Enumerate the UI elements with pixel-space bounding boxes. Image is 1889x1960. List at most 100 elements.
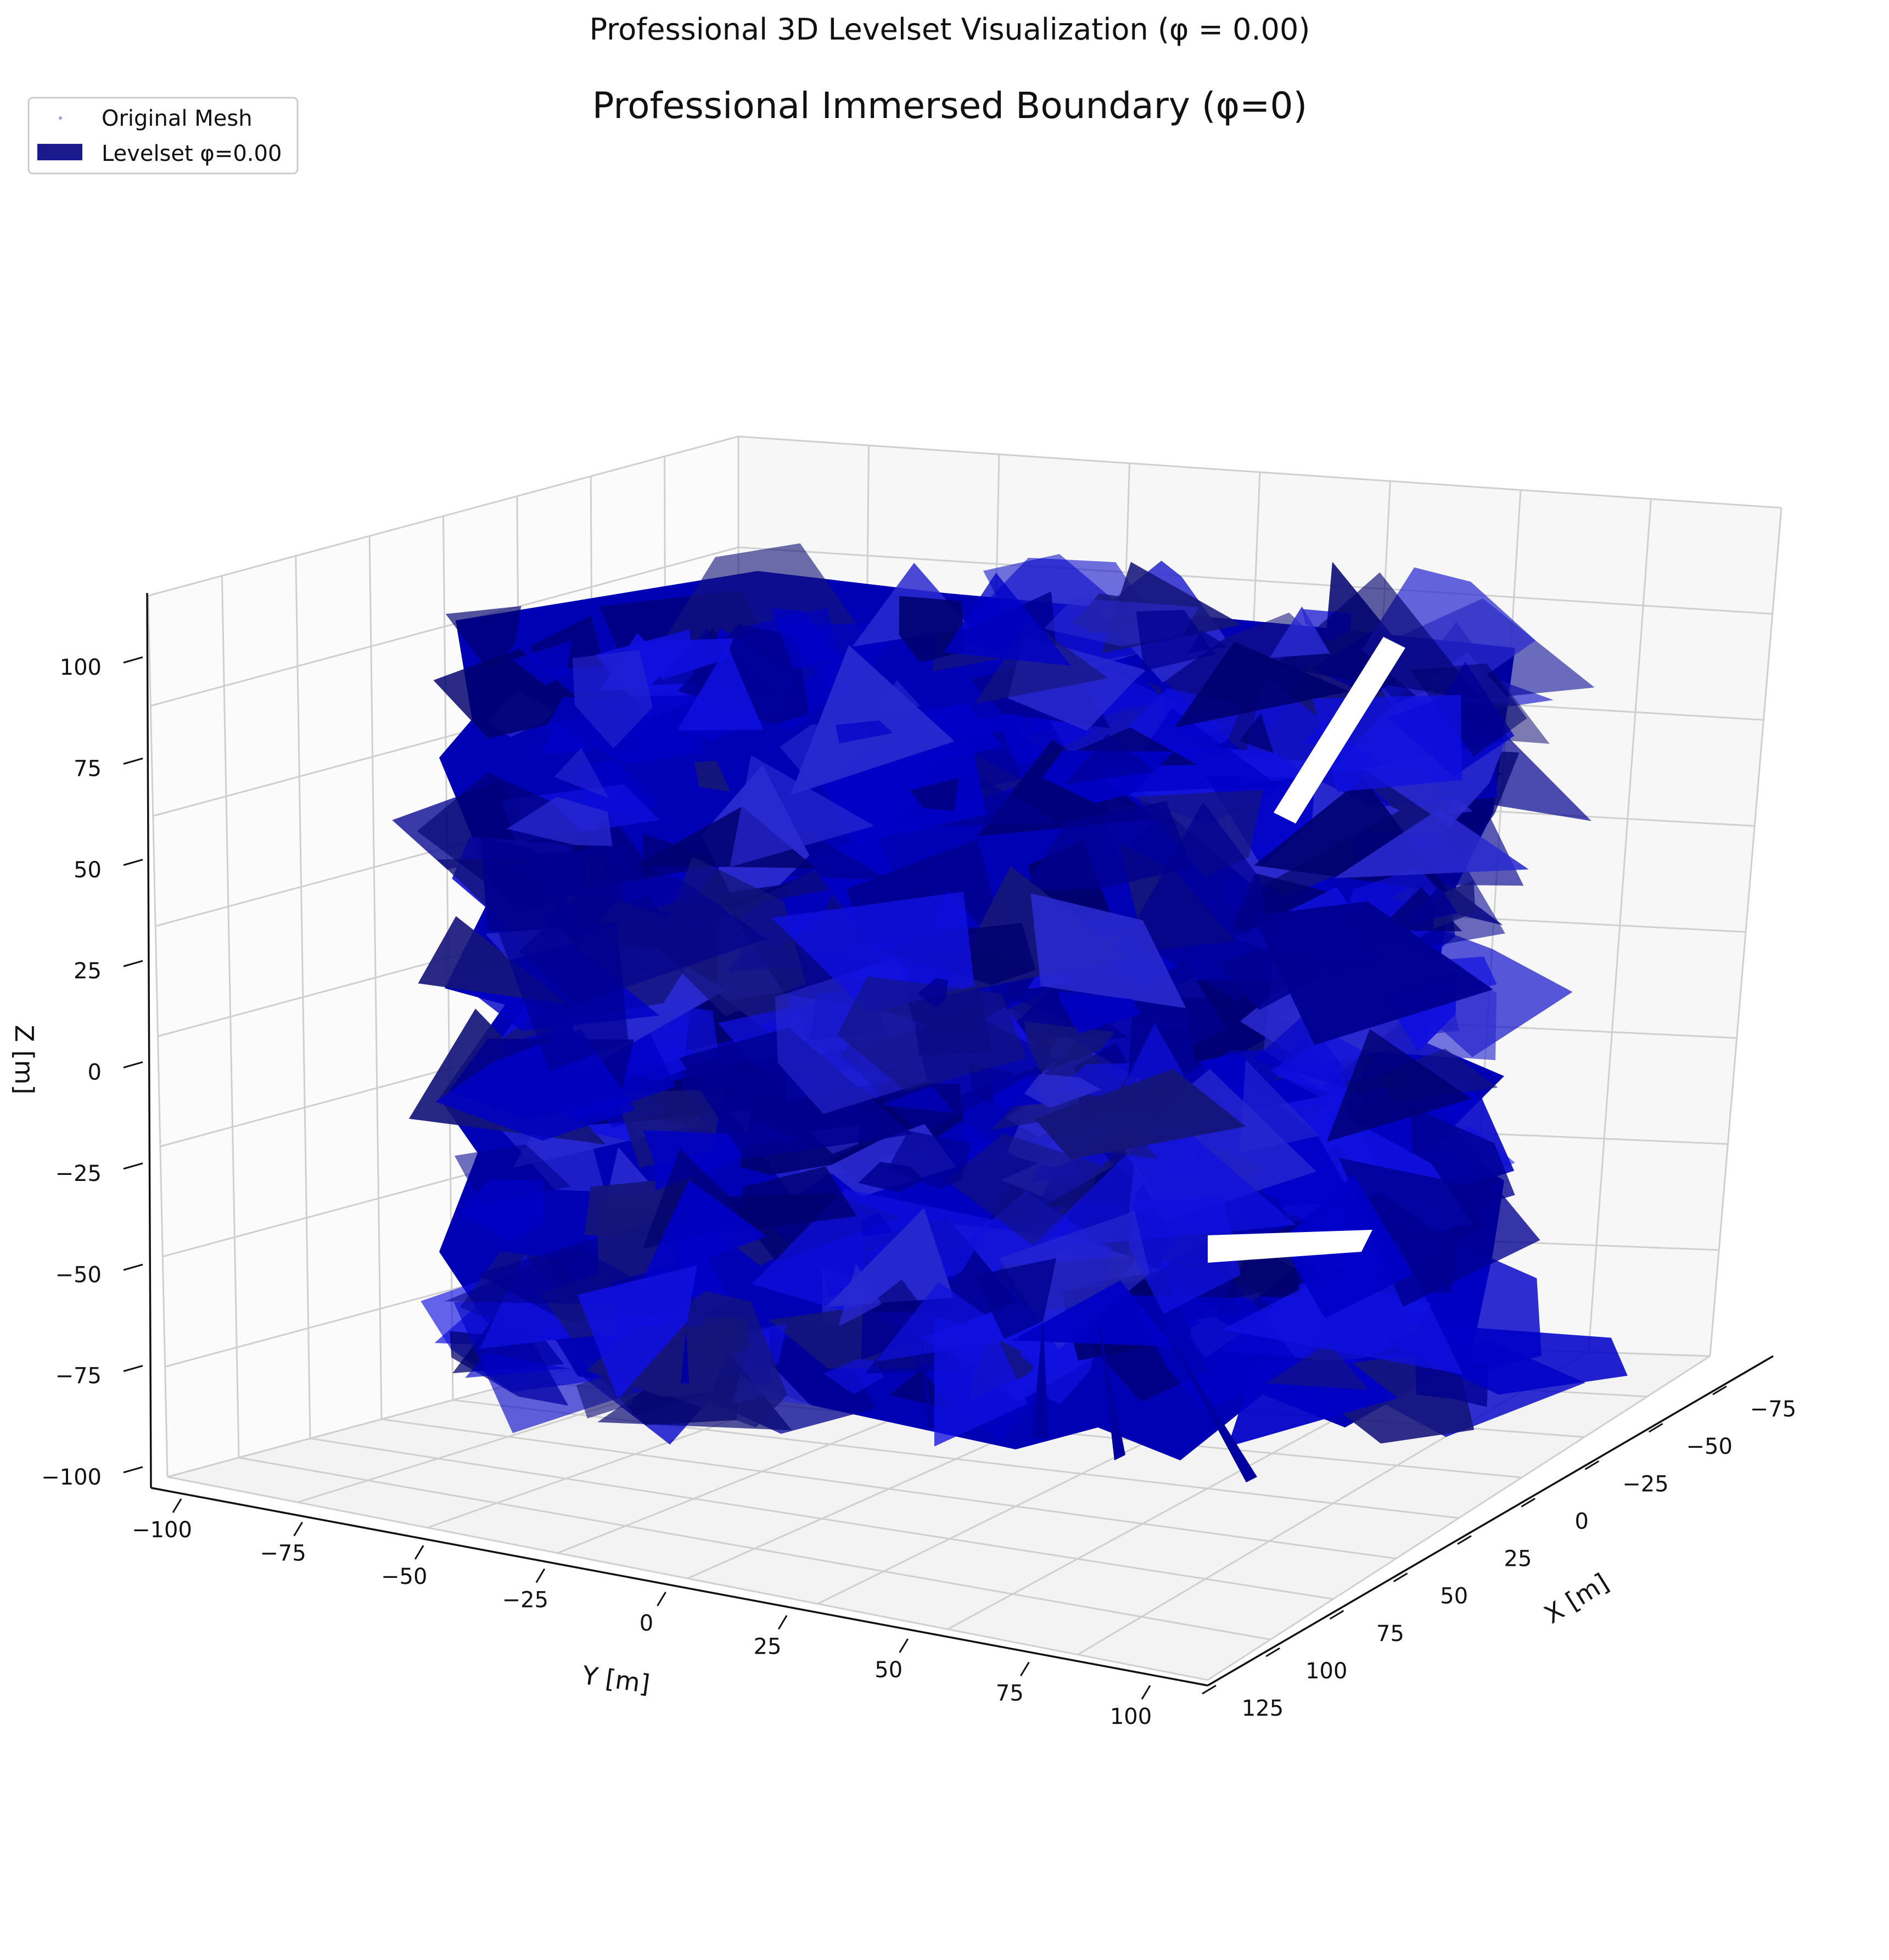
legend-label-levelset: Levelset φ=0.00 <box>102 141 282 166</box>
surface-facet <box>733 1166 857 1233</box>
surface-facet <box>917 978 948 1008</box>
z-tick-label: 50 <box>74 858 102 883</box>
surface-facet <box>875 1281 1020 1362</box>
surface-facet <box>730 755 875 867</box>
z-tick <box>123 1162 143 1170</box>
surface-facet <box>578 1265 697 1399</box>
surface-facet <box>1064 733 1157 785</box>
surface-facet <box>1433 880 1476 929</box>
y-tick-label: 50 <box>875 1657 903 1683</box>
surface-facet <box>1129 1197 1241 1314</box>
surface-facet <box>880 1086 955 1113</box>
surface-facet <box>858 1162 924 1193</box>
y-tick <box>1020 1661 1030 1677</box>
axes <box>146 592 1774 1687</box>
surface-facet <box>1326 1029 1472 1142</box>
z-tick <box>123 1061 143 1068</box>
y-tick-label: −25 <box>502 1588 548 1613</box>
legend-marker-levelset <box>37 144 82 160</box>
surface-facet <box>694 760 731 792</box>
x-tick <box>1202 1684 1217 1695</box>
z-tick <box>123 1365 143 1373</box>
z-tick-label: −75 <box>55 1364 102 1389</box>
surface-facet <box>1272 572 1482 700</box>
surface-facet <box>638 638 733 680</box>
x-tick-label: 125 <box>1242 1696 1283 1721</box>
x-tick <box>1393 1572 1408 1582</box>
z-tick-label: 25 <box>74 959 102 984</box>
z-axis-line <box>146 592 152 1488</box>
surface-gap <box>1208 1230 1372 1263</box>
y-tick <box>1141 1685 1151 1700</box>
y-tick-label: 75 <box>996 1681 1024 1706</box>
surface-facet <box>1127 802 1273 1003</box>
legend-label-original-mesh: Original Mesh <box>102 106 253 131</box>
x-tick <box>1521 1498 1536 1508</box>
surface-facet <box>1265 1343 1369 1390</box>
surface-facet <box>974 1258 1057 1339</box>
surface-facet <box>512 640 572 686</box>
y-tick-label: −75 <box>260 1541 306 1566</box>
surface-facet <box>1058 991 1141 1034</box>
surface-spike <box>1032 1318 1049 1438</box>
y-tick <box>777 1615 788 1630</box>
z-axis-label: Z [m] <box>9 1025 39 1095</box>
surface-facet <box>1239 713 1274 753</box>
z-tick-label: 75 <box>74 756 102 781</box>
surface-facet <box>909 777 959 811</box>
surface-facet <box>790 645 955 796</box>
surface-facet <box>498 922 629 1072</box>
surface-facet <box>1019 1339 1074 1376</box>
x-tick <box>1329 1610 1344 1620</box>
surface-facet <box>465 1353 569 1378</box>
surface-spike <box>1098 1318 1125 1460</box>
surface-spike <box>1164 1329 1257 1482</box>
y-tick <box>172 1498 182 1513</box>
surface-facet <box>823 1359 884 1395</box>
x-tick <box>1457 1535 1472 1545</box>
surface-facet <box>1333 808 1529 878</box>
y-tick-label: 100 <box>1110 1704 1152 1729</box>
x-axis-line <box>1207 1355 1774 1687</box>
surface-facet <box>770 608 839 670</box>
surface-facet <box>1024 1074 1101 1108</box>
x-tick-label: 0 <box>1575 1509 1589 1534</box>
y-tick-label: 25 <box>754 1634 782 1660</box>
surface-facet <box>1410 663 1527 757</box>
x-tick <box>1712 1385 1727 1396</box>
z-tick-label: −100 <box>41 1465 102 1490</box>
z-tick-label: −25 <box>55 1161 102 1186</box>
surface-facet <box>1027 1114 1296 1251</box>
surface-facet <box>1269 606 1330 658</box>
surface-facet <box>1270 1033 1367 1109</box>
x-tick-label: −25 <box>1622 1471 1668 1497</box>
x-tick-label: −50 <box>1686 1434 1733 1459</box>
z-tick <box>123 1263 143 1271</box>
z-tick <box>123 859 143 866</box>
surface-facet <box>572 649 653 749</box>
surface-facet <box>540 723 593 754</box>
x-tick-label: 25 <box>1504 1547 1532 1572</box>
z-tick <box>123 960 143 967</box>
y-tick <box>293 1521 303 1537</box>
y-axis-line <box>150 1487 1208 1687</box>
x-tick-label: 50 <box>1440 1584 1468 1609</box>
surface-facet <box>1172 1049 1287 1123</box>
gridline <box>1207 1355 1711 1681</box>
legend-frame <box>27 97 299 175</box>
surface-facet <box>934 1317 1028 1447</box>
surface-facet <box>836 720 893 744</box>
z-tick-label: 100 <box>60 655 102 680</box>
surface-facet <box>1136 609 1215 671</box>
legend-marker-original-mesh <box>59 116 62 120</box>
surface-facet <box>1239 1060 1320 1153</box>
y-tick <box>899 1638 909 1653</box>
surface-facet <box>1024 1021 1114 1072</box>
surface-spike <box>681 1329 689 1384</box>
z-tick-label: −50 <box>55 1262 102 1287</box>
surface-facet <box>1035 1068 1246 1160</box>
legend: Original Mesh Levelset φ=0.00 <box>27 97 299 175</box>
levelset-surface <box>392 543 1628 1482</box>
x-axis-ticks: −75 −50 −25 0 25 50 75 100 125 <box>1202 1385 1796 1721</box>
